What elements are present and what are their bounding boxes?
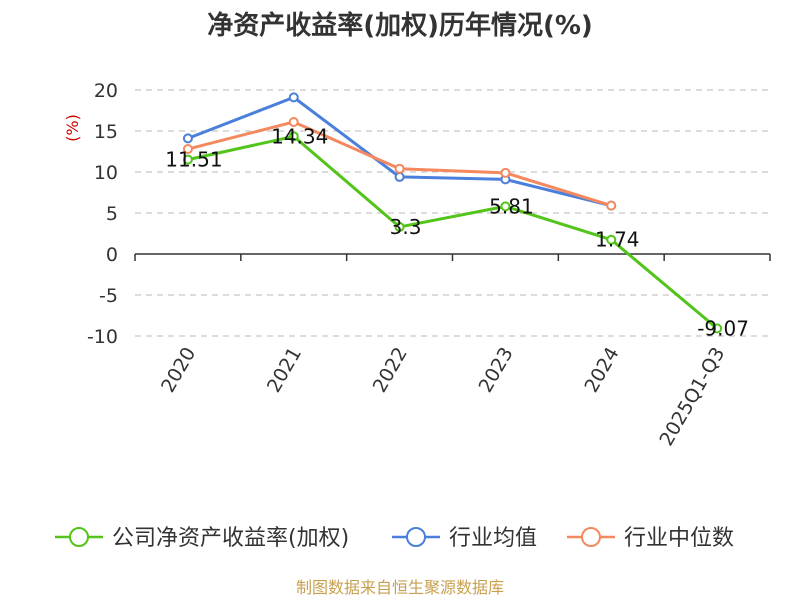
legend-marker [69, 527, 89, 547]
data-point [182, 154, 193, 165]
x-tick-label: 2023 [475, 344, 518, 397]
data-point [712, 323, 723, 334]
data-labels: 11.51 14.34 3.3 5.81 1.74 -9.07 [165, 124, 749, 340]
data-point [394, 221, 405, 232]
y-tick-label: 10 [94, 162, 118, 184]
legend-label: 行业均值 [449, 526, 537, 551]
data-label: 14.34 [271, 124, 328, 148]
legend-item-0[interactable]: 公司净资产收益率(加权) [55, 526, 349, 551]
chart-title: 净资产收益率(加权)历年情况(%) [207, 10, 593, 41]
data-label: 11.51 [165, 148, 222, 172]
series-line [187, 95, 612, 208]
data-point [394, 163, 405, 174]
data-point [394, 171, 405, 182]
x-tick-label: 2020 [157, 344, 200, 397]
x-tick-label: 2021 [263, 344, 306, 397]
data-label: 1.74 [595, 228, 640, 252]
data-point [500, 201, 511, 212]
data-label: -9.07 [697, 316, 749, 340]
data-point [288, 131, 299, 142]
x-tick-label: 2025Q1-Q3 [655, 344, 729, 450]
series-2 [182, 116, 617, 211]
legend-label: 行业中位数 [624, 526, 734, 551]
data-label: 5.81 [489, 194, 534, 218]
x-tick-label: 2024 [580, 344, 623, 397]
legend-item-2[interactable]: 行业中位数 [567, 526, 734, 551]
legend-label: 公司净资产收益率(加权) [112, 526, 349, 551]
series-0 [182, 131, 723, 334]
x-tick-label: 2022 [369, 344, 412, 397]
y-axis-unit: (%) [63, 114, 82, 142]
data-point [606, 200, 617, 211]
series-1 [182, 92, 617, 211]
y-tick-label: -10 [87, 326, 118, 348]
y-tick-label: 5 [106, 203, 118, 225]
data-point [182, 133, 193, 144]
legend-item-1[interactable]: 行业均值 [392, 526, 537, 551]
y-tick-label: 0 [106, 244, 118, 266]
data-point [288, 116, 299, 127]
y-tick-label: -5 [99, 285, 118, 307]
data-point [606, 234, 617, 245]
y-tick-label: 20 [94, 80, 118, 102]
data-label: 3.3 [390, 215, 422, 239]
legend-marker [406, 527, 426, 547]
data-point [500, 167, 511, 178]
y-tick-label: 15 [94, 121, 118, 143]
data-point [288, 92, 299, 103]
gridlines [135, 89, 770, 337]
data-point [182, 144, 193, 155]
legend[interactable]: 公司净资产收益率(加权) 行业均值 行业中位数 [55, 526, 734, 551]
series-lines [182, 92, 723, 334]
source-note: 制图数据来自恒生聚源数据库 [296, 578, 504, 597]
legend-marker [581, 527, 601, 547]
series-line [187, 134, 719, 330]
